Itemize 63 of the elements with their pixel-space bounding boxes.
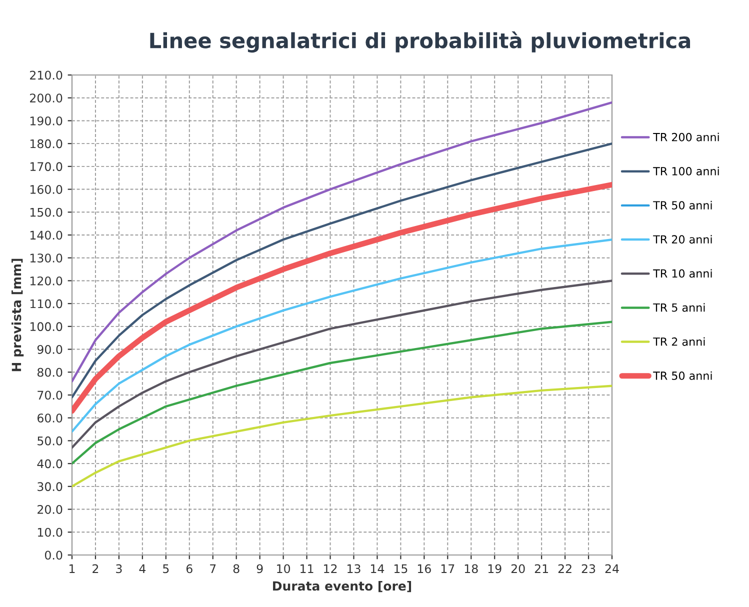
x-tick-label: 17	[441, 564, 454, 573]
line-series	[72, 101, 612, 382]
x-tick-label: 2	[92, 564, 98, 573]
x-tick-label: 15	[394, 564, 408, 574]
x-tick-label: 16	[418, 564, 431, 574]
line-series	[72, 238, 612, 433]
y-tick-label: 200.0	[30, 94, 62, 103]
line-series	[72, 280, 612, 449]
y-tick-label: 160.0	[30, 185, 62, 194]
x-tick-label: 18	[464, 564, 478, 574]
line-series	[72, 320, 612, 465]
legend-label: TR 2 anni	[653, 337, 705, 346]
legend-label: TR 5 anni	[653, 303, 705, 312]
x-tick-label: 23	[582, 564, 596, 574]
y-tick-label: 130.0	[30, 254, 62, 263]
x-tick-label: 22	[558, 564, 572, 573]
x-tick-label: 5	[163, 564, 169, 574]
legend-label: TR 50 anni	[653, 371, 712, 380]
y-tick-label: 10.0	[38, 528, 62, 537]
line-series	[72, 142, 612, 398]
y-tick-label: 60.0	[38, 414, 62, 423]
legend-label: TR 100 anni	[653, 166, 719, 176]
x-tick-label: 1	[70, 564, 75, 573]
y-tick-label: 100.0	[30, 322, 62, 332]
x-tick-label: 6	[186, 564, 192, 574]
x-tick-label: 20	[511, 564, 525, 574]
legend-label: TR 50 anni	[653, 200, 712, 210]
y-tick-label: 140.0	[30, 230, 62, 240]
y-tick-label: 190.0	[30, 116, 62, 126]
y-tick-label: 110.0	[30, 299, 62, 308]
y-tick-label: 70.0	[38, 390, 62, 400]
y-tick-label: 180.0	[30, 139, 62, 148]
x-tick-label: 11	[300, 564, 314, 573]
y-tick-label: 120.0	[30, 276, 62, 286]
legend-label: TR 10 anni	[653, 269, 712, 278]
line-series	[72, 384, 612, 488]
x-tick-label: 13	[348, 564, 360, 574]
chart-title: Linee segnalatrici di probabilità pluviometrica	[150, 31, 690, 53]
x-tick-label: 4	[139, 564, 146, 573]
x-tick-label: 21	[534, 564, 548, 573]
y-tick-label: 150.0	[30, 208, 62, 217]
y-tick-label: 40.0	[37, 459, 62, 468]
x-tick-label: 3	[116, 564, 122, 574]
y-tick-label: 170.0	[30, 162, 62, 172]
x-tick-label: 12	[324, 564, 337, 573]
x-tick-label: 24	[605, 564, 619, 573]
x-axis-title: Durata evento [ore]	[273, 581, 412, 592]
y-tick-label: 210.0	[30, 70, 62, 80]
y-tick-label: 90.0	[37, 345, 62, 354]
y-tick-label: 30.0	[38, 482, 62, 492]
legend-label: TR 20 anni	[653, 234, 712, 244]
y-tick-label: 80.0	[37, 368, 62, 377]
y-tick-label: 20.0	[38, 505, 62, 514]
y-tick-label: 50.0	[38, 436, 62, 446]
x-tick-label: 7	[210, 564, 216, 573]
x-tick-label: 10	[277, 564, 290, 574]
y-axis-title: H prevista [mm]	[12, 258, 24, 372]
x-tick-label: 8	[233, 564, 240, 574]
x-tick-label: 19	[488, 564, 502, 574]
x-tick-label: 9	[256, 564, 263, 574]
y-tick-label: 0.0	[44, 550, 62, 560]
x-tick-label: 14	[371, 564, 384, 573]
legend-label: TR 200 anni	[653, 132, 719, 142]
